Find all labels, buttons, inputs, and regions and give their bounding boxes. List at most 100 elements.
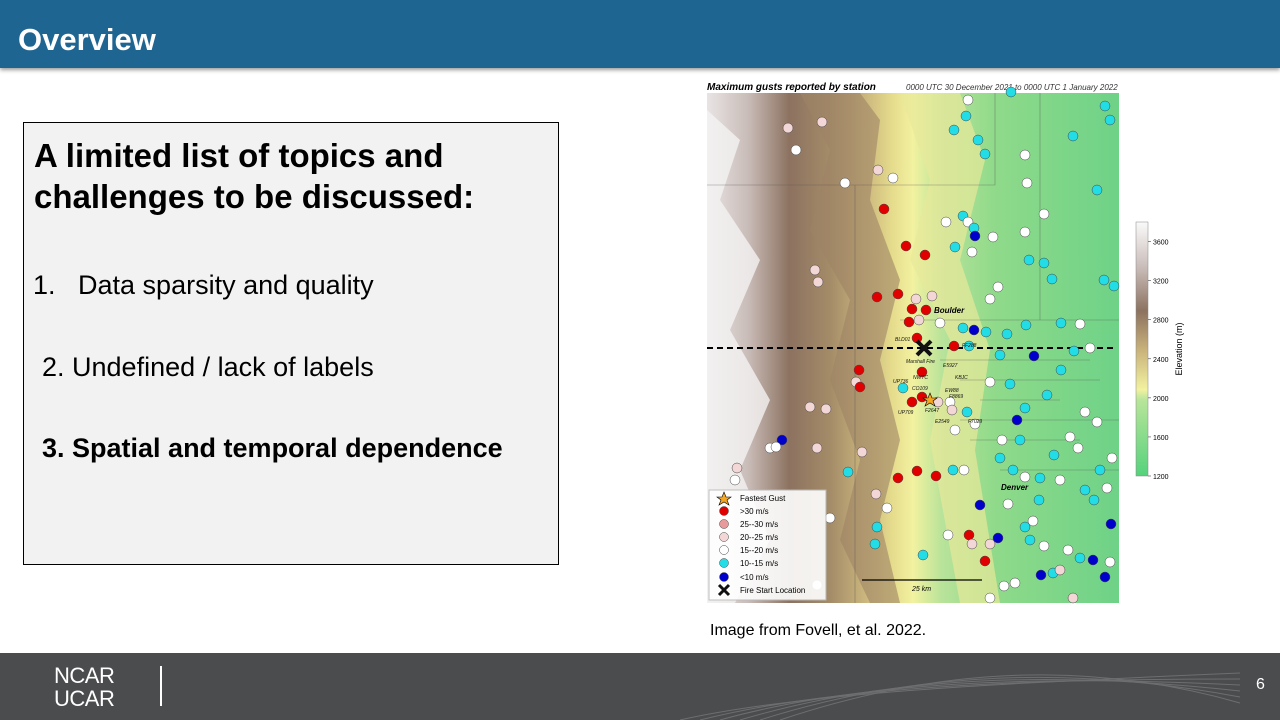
station-dot [916,391,928,403]
station-label: F8869 [949,394,963,400]
heading-line: challenges to be discussed: [34,178,475,215]
legend-label: 25--30 m/s [740,520,778,529]
station-dot [870,488,882,500]
colorbar-tick-label: 2400 [1153,357,1169,364]
boundaries [707,93,1119,603]
station-dot [960,110,972,122]
station-dot [1068,345,1080,357]
legend-label: 20--25 m/s [740,533,778,542]
legend-symbol [719,519,729,529]
station-dot [1005,86,1017,98]
station-dot [906,303,918,315]
swirl [679,672,1241,720]
figure-title: Maximum gusts reported by station [707,82,876,93]
station-dot [1007,464,1019,476]
station-dot [871,521,883,533]
colorbar-tick-label: 2000 [1153,396,1169,403]
station-dot [1084,342,1096,354]
station-dot [979,555,991,567]
station-dot [1033,494,1045,506]
legend-label: 10--15 m/s [740,559,778,568]
station-dot [903,316,915,328]
station-dot [1054,564,1066,576]
stations [729,86,1120,604]
terrain [707,110,770,603]
station-dot [984,592,996,604]
caption: Image from Fovell, et al. 2022. [710,622,927,639]
station-dot [1020,319,1032,331]
legend-symbol [719,506,729,516]
station-dot [816,116,828,128]
station-dot [1019,521,1031,533]
topic-item: 3. Spatial and temporal dependence [42,433,503,463]
station-dot [1019,149,1031,161]
station-dot [887,172,899,184]
station-dot [1087,554,1099,566]
station-dot [917,549,929,561]
station-dot [1004,378,1016,390]
station-dot [1091,416,1103,428]
legend-symbol [719,532,729,542]
station-dot [934,317,946,329]
station-label: KBJC [955,375,968,381]
station-dot [972,134,984,146]
station-dot [1088,494,1100,506]
colorbar-tick-label: 3600 [1153,240,1169,247]
station-dot [992,532,1004,544]
station-dot [920,304,932,316]
station-dot [906,396,918,408]
topics-panel: A limited list of topics and challenges … [23,122,559,565]
station-dot [984,293,996,305]
station-label: F2647 [925,408,939,414]
station-dot [949,241,961,253]
station-dot [1106,452,1118,464]
station-dot [948,124,960,136]
legend-symbol [716,491,732,506]
legend-label: 15--20 m/s [740,546,778,555]
colorbar-ticks: 1200 1600 2000 2400 2800 3200 3600 [1148,240,1169,481]
colorbar-tick-label: 3200 [1153,279,1169,286]
station-dot [910,293,922,305]
station-dot [942,529,954,541]
station-dot [1002,498,1014,510]
legend-symbol [719,545,729,555]
station-dot [980,326,992,338]
station-dot [1027,515,1039,527]
station-dot [1072,442,1084,454]
station-dot [856,446,868,458]
station-dot [913,314,925,326]
station-dot [1034,472,1046,484]
station-dot [1094,464,1106,476]
station-label: UP736 [893,379,909,385]
station-dot [1024,534,1036,546]
legend-items: Fastest Gust >30 m/s 25--30 m/s 20--25 m/s 1… [716,491,805,597]
colorbar-tick-label: 1600 [1153,435,1169,442]
station-dot [947,464,959,476]
colorbar-tick-label: 1200 [1153,474,1169,481]
station-dot [811,442,823,454]
station-label: NWTC [913,375,928,381]
scale-label: 25 km [911,586,931,593]
station-dot [1048,449,1060,461]
panel-heading: A limited list of topics and challenges … [34,135,474,217]
station-dot [940,216,952,228]
station-dot [1046,273,1058,285]
station-label: CO109 [912,386,928,392]
station-dot [963,529,975,541]
station-dot [869,538,881,550]
legend [708,489,827,601]
station-label: FF288 [962,343,977,349]
station-dot [1091,184,1103,196]
station-labels: BLD01 Marshall Fire E5927 NWTC KBJC UP736CO10… [893,337,982,425]
station-dot [1104,114,1116,126]
topic-item: 2. Undefined / lack of labels [42,352,374,382]
station-dot [1101,482,1113,494]
station-dot [979,148,991,160]
station-label: Marshall Fire [906,359,935,365]
station-dot [963,340,975,352]
legend-symbol [717,583,731,597]
station-dot [966,538,978,550]
station-dot [1009,577,1021,589]
station-dot [881,502,893,514]
station-dot [900,240,912,252]
